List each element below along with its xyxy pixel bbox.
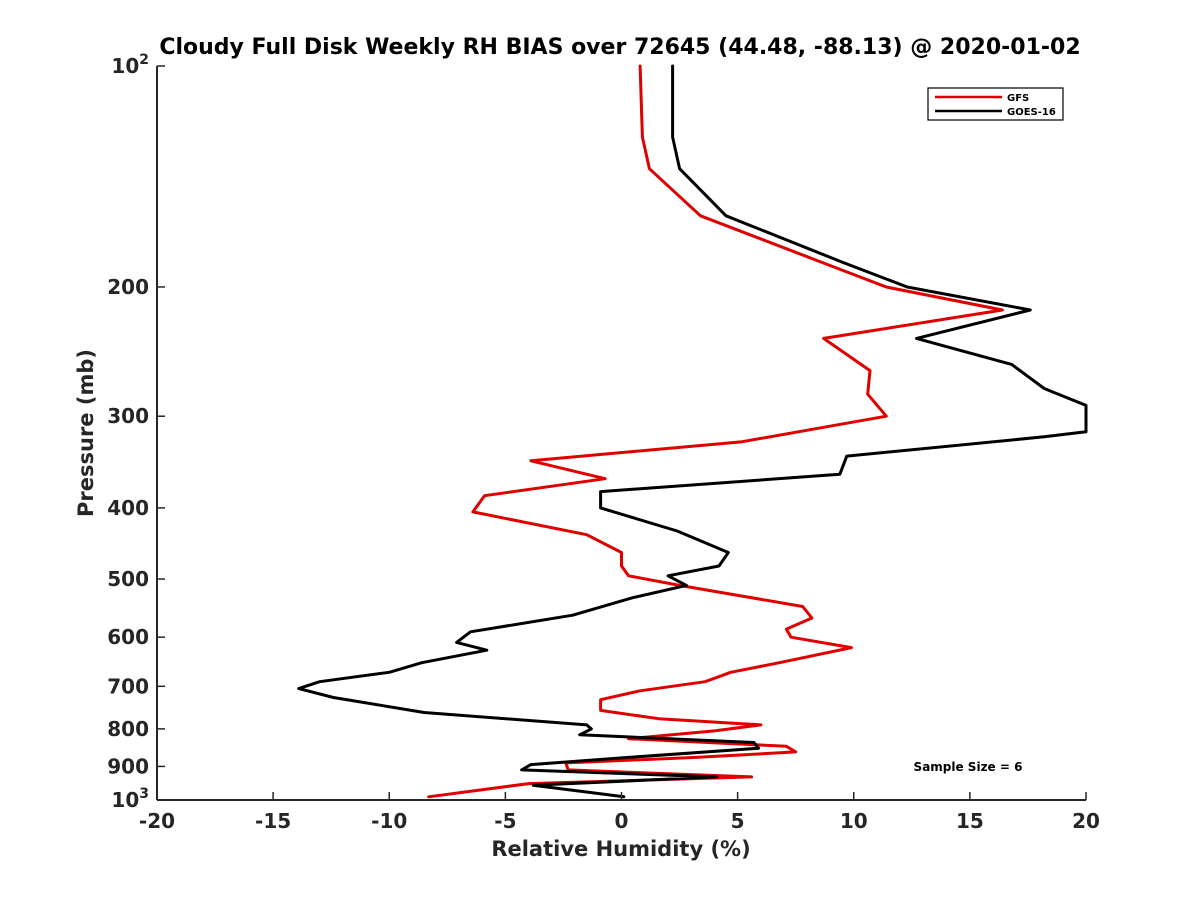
legend-label-goes16: GOES-16 — [1007, 107, 1056, 118]
x-tick-label: 15 — [956, 809, 984, 833]
y-tick-label: 900 — [107, 754, 149, 778]
y-tick-label: 700 — [107, 674, 149, 698]
x-tick-label: 20 — [1072, 809, 1100, 833]
x-tick-label: 5 — [731, 809, 745, 833]
x-tick-label: -15 — [255, 809, 291, 833]
y-tick-label: 102 — [111, 52, 149, 78]
x-axis-label: Relative Humidity (%) — [491, 837, 750, 861]
plot-area — [297, 64, 1088, 799]
legend-box — [927, 87, 1064, 121]
series-line-gfs — [427, 64, 1004, 799]
y-tick-label: 200 — [107, 275, 149, 299]
y-tick-label: 600 — [107, 625, 149, 649]
y-axis-label: Pressure (mb) — [74, 349, 98, 517]
x-tick-label: -5 — [494, 809, 516, 833]
y-axis-ticks: 102 200 300 400 500 600 700 800 900 103 — [107, 52, 165, 812]
x-tick-label: -10 — [371, 809, 407, 833]
sample-size-annotation: Sample Size = 6 — [914, 760, 1023, 774]
y-tick-label: 800 — [107, 717, 149, 741]
y-tick-label: 103 — [111, 786, 149, 812]
chart-title: Cloudy Full Disk Weekly RH BIAS over 726… — [159, 35, 1080, 60]
y-tick-label: 300 — [107, 404, 149, 428]
y-tick-label: 500 — [107, 567, 149, 591]
x-tick-label: -20 — [139, 809, 175, 833]
legend-label-gfs: GFS — [1007, 93, 1029, 104]
series-line-goes16 — [297, 64, 1088, 799]
legend: GFS GOES-16 — [927, 87, 1064, 121]
y-tick-label: 400 — [107, 496, 149, 520]
x-axis-ticks: -20 -15 -10 -5 0 5 10 15 20 — [139, 792, 1100, 833]
x-tick-label: 10 — [840, 809, 868, 833]
x-tick-label: 0 — [615, 809, 629, 833]
